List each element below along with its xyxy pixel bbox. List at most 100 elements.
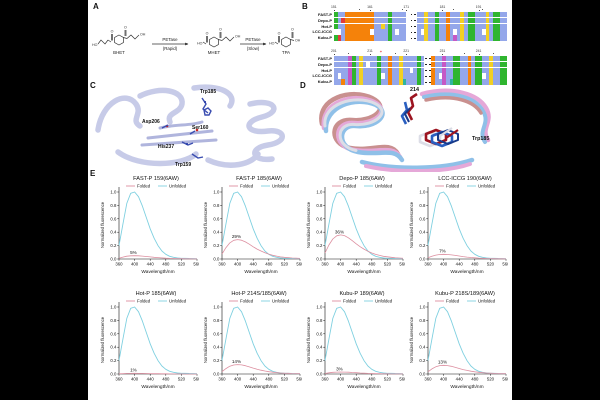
y-tick-label: 0.0: [110, 257, 117, 262]
alignment-cell: [496, 35, 501, 41]
atom-label-o: O: [206, 32, 209, 36]
alignment-cell: [453, 12, 457, 18]
alignment-cell: [503, 35, 508, 41]
alignment-cell: [348, 17, 353, 24]
alignment-cell: [413, 23, 418, 29]
alignment-cell: [388, 67, 392, 73]
alignment-cell: [442, 23, 446, 29]
alignment-cell: [445, 35, 450, 41]
alignment-cell: [478, 73, 482, 79]
alignment-cell: [438, 29, 443, 35]
alignment-cell: [334, 61, 338, 68]
alignment-cell: [442, 12, 446, 18]
alignment-row: Kubu-P: [312, 35, 510, 41]
x-tick-label: 480: [368, 376, 376, 381]
alignment-cell: [492, 79, 497, 85]
alignment-tick: [370, 9, 371, 12]
alignment-cell: [420, 23, 425, 29]
x-tick-label: 480: [265, 376, 273, 381]
alignment-cell: [471, 61, 475, 68]
alignment-cell: [478, 56, 482, 62]
alignment-cell: [391, 56, 396, 62]
alignment-cell: [442, 79, 446, 85]
alignment-cell: [384, 23, 389, 29]
alignment-cell: [463, 61, 468, 68]
x-tick-label: 360: [218, 261, 226, 266]
y-tick-label: 0.6: [110, 331, 117, 336]
alignment-cell: [417, 56, 421, 62]
atom-label-o: O: [291, 28, 294, 32]
alignment-cell: [377, 61, 381, 68]
alignment-cell: [395, 67, 399, 73]
alignment-cell: [489, 29, 493, 35]
unfolded-curve: [118, 306, 198, 375]
x-tick-label: 520: [384, 261, 392, 266]
alignment-cell: [485, 73, 490, 79]
alignment-cell: [348, 79, 353, 85]
alignment-cell: [500, 56, 504, 62]
y-tick-label: 1.0: [316, 190, 323, 195]
x-axis-label: Wavelength/nm: [141, 384, 174, 390]
alignment-cell: [337, 23, 342, 29]
alignment-cell: [445, 61, 450, 68]
panel-e-label: E: [90, 169, 96, 178]
alignment-cell: [352, 23, 356, 29]
alignment-cell: [474, 73, 479, 79]
alignment-cell: [344, 23, 349, 29]
alignment-row-label: Depo-P: [318, 61, 332, 67]
alignment-cell: [334, 67, 338, 73]
y-tick-label: 0.2: [419, 243, 426, 248]
alignment-cell: [406, 35, 410, 41]
alignment-position-number: 151: [330, 5, 337, 9]
alignment-cell: [453, 23, 457, 29]
alignment-cell: [471, 23, 475, 29]
alignment-cell: [456, 35, 461, 41]
alignment-cell: [474, 61, 479, 68]
alignment-cell: [395, 17, 399, 24]
conservation-mark: [463, 52, 465, 54]
alignment-cell: [337, 35, 342, 41]
x-axis-label: Wavelength/nm: [347, 384, 380, 390]
y-axis-label: Normalized fluorescence: [306, 201, 311, 248]
alignment-cell: [445, 17, 450, 24]
alignment-cell: [366, 61, 371, 68]
alignment-cell: [420, 17, 425, 24]
y-tick-label: 0.8: [419, 203, 426, 208]
alignment-block: 151 161 171 181 191 FAST-P Depo-P Hot-P LCC-ICCG…: [312, 5, 510, 41]
alignment-cell: [384, 29, 389, 35]
alignment-cell: [496, 12, 501, 18]
alignment-cell: [456, 29, 461, 35]
alignment-cell: [442, 29, 446, 35]
plot-title: Kubu-P 189(6AW): [339, 291, 384, 297]
alignment-cell: [398, 67, 403, 73]
y-tick-label: 0.4: [316, 230, 323, 235]
folded-curve: [324, 234, 404, 259]
alignment-cell: [341, 23, 345, 29]
arrow2-enzyme-label: PETase: [245, 37, 261, 42]
alignment-cell: [489, 61, 493, 68]
alignment-cell: [496, 67, 501, 73]
alignment-cell: [478, 67, 482, 73]
alignment-cell: [474, 23, 479, 29]
alignment-row: Depo-P: [312, 17, 510, 24]
alignment-cell: [489, 56, 493, 62]
legend-folded-label: Folded: [446, 299, 460, 304]
alignment-cell: [503, 56, 508, 62]
alignment-cell: [409, 73, 414, 79]
alignment-cell: [463, 73, 468, 79]
alignment-cell: [485, 23, 490, 29]
alignment-cell: [427, 12, 432, 18]
x-tick-label: 480: [471, 376, 479, 381]
x-tick-label: 560: [193, 261, 199, 266]
alignment-cell: [481, 67, 486, 73]
alignment-cell: [420, 67, 425, 73]
alignment-cell: [435, 56, 439, 62]
legend-folded-label: Folded: [343, 299, 357, 304]
alignment-cell: [420, 56, 425, 62]
alignment-cell: [449, 73, 454, 79]
alignment-cell: [377, 17, 381, 24]
y-tick-label: 0.0: [213, 257, 220, 262]
y-tick-label: 1.0: [110, 305, 117, 310]
alignment-cell: [467, 61, 472, 68]
alignment-cell: [406, 23, 410, 29]
